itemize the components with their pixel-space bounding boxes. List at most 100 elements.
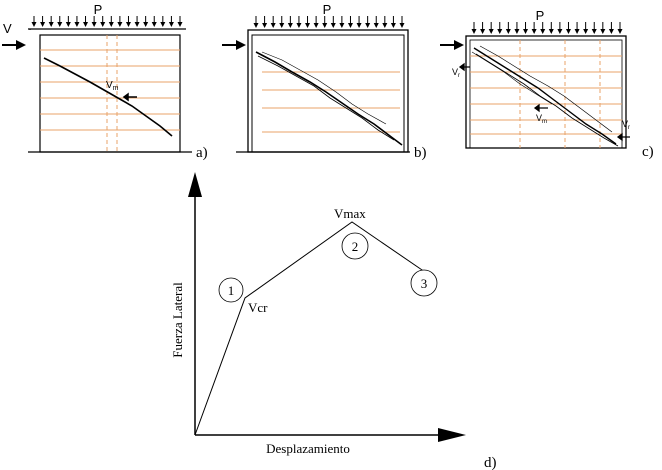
load-arrowhead — [480, 29, 486, 34]
vm-label-c: Vm — [536, 113, 547, 125]
vertical-reinforcement-c — [519, 40, 601, 148]
load-arrowhead — [296, 23, 302, 28]
load-arrowhead — [617, 29, 623, 34]
load-arrowhead — [31, 22, 37, 27]
distributed-load-arrows-b — [253, 16, 405, 28]
panel-label-d: d) — [484, 455, 497, 470]
load-arrowhead — [591, 29, 597, 34]
lateral-load-arrow-a — [2, 40, 26, 50]
vm-arrow-a — [122, 92, 137, 102]
load-arrowhead — [177, 22, 183, 27]
vmax-label: Vmax — [334, 206, 366, 221]
load-arrowhead — [365, 23, 371, 28]
load-arrowhead — [523, 29, 529, 34]
stage-3-marker: 3 — [410, 269, 438, 297]
load-arrowhead — [399, 23, 405, 28]
load-arrowhead — [48, 22, 54, 27]
load-arrowhead — [270, 23, 276, 28]
load-arrowhead — [583, 29, 589, 34]
stage-2-marker: 2 — [341, 232, 369, 260]
load-arrowhead — [330, 23, 336, 28]
load-arrowhead — [382, 23, 388, 28]
load-arrowhead — [540, 29, 546, 34]
load-arrowhead — [347, 23, 353, 28]
load-arrowhead — [305, 23, 311, 28]
load-arrowhead — [279, 23, 285, 28]
load-arrowhead — [125, 22, 131, 27]
stage-1-marker: 1 — [218, 277, 244, 303]
vr-label-right-c: Vr — [622, 119, 630, 131]
load-arrowhead — [548, 29, 554, 34]
load-arrowhead — [74, 22, 80, 27]
load-arrowhead — [339, 23, 345, 28]
load-arrowhead — [151, 22, 157, 27]
load-label-c: P — [536, 8, 545, 23]
load-arrowhead — [65, 22, 71, 27]
x-axis-title: Desplazamiento — [266, 441, 350, 456]
force-displacement-curve — [194, 221, 426, 436]
lateral-load-arrow-c — [440, 40, 464, 50]
load-arrowhead — [100, 22, 106, 27]
load-arrowhead — [168, 22, 174, 27]
y-axis-title: Fuerza Lateral — [170, 282, 185, 358]
load-arrowhead — [565, 29, 571, 34]
frame-outer-c — [465, 35, 627, 149]
stage-2-label: 2 — [352, 239, 359, 254]
distributed-load-arrows-c — [471, 22, 623, 34]
load-label-a: P — [94, 2, 103, 17]
load-arrowhead — [531, 29, 537, 34]
load-arrowhead — [505, 29, 511, 34]
load-arrowhead — [91, 22, 97, 27]
load-arrowhead — [608, 29, 614, 34]
load-arrowhead — [574, 29, 580, 34]
load-arrowhead — [134, 22, 140, 27]
panel-label-a: a) — [196, 145, 208, 161]
load-arrowhead — [600, 29, 606, 34]
load-arrowhead — [373, 23, 379, 28]
horizontal-reinforcement-a — [40, 49, 180, 131]
panel-d-graph: Vcr Vmax 1 2 3 Fuerza Lateral Desplazami… — [170, 172, 497, 470]
load-arrowhead — [322, 23, 328, 28]
load-arrowhead — [287, 23, 293, 28]
load-arrowhead — [40, 22, 46, 27]
stage-3-label: 3 — [421, 276, 428, 291]
vm-arrow-c — [533, 103, 548, 113]
load-arrowhead — [497, 29, 503, 34]
vr-label-left-c: Vr — [452, 67, 460, 79]
load-arrowhead — [143, 22, 149, 27]
load-arrowhead — [390, 23, 396, 28]
load-arrowhead — [471, 29, 477, 34]
stage-1-label: 1 — [228, 283, 235, 298]
load-arrowhead — [488, 29, 494, 34]
vertical-reinforcement-a — [106, 35, 118, 152]
vm-label-a: Vm — [106, 80, 119, 92]
load-arrowhead — [356, 23, 362, 28]
load-arrowhead — [57, 22, 63, 27]
load-label-b: P — [323, 2, 332, 17]
vcr-label: Vcr — [248, 300, 268, 315]
diagonal-cracks-c — [471, 45, 619, 147]
horizontal-reinforcement-b — [262, 71, 400, 133]
x-axis-arrowhead — [438, 428, 466, 442]
diagonal-crack-a — [43, 57, 173, 137]
panel-b: P b) — [222, 2, 427, 161]
vr-arrow-right-c — [616, 132, 630, 142]
panel-label-b: b) — [414, 145, 427, 161]
load-arrowhead — [262, 23, 268, 28]
load-arrowhead — [514, 29, 520, 34]
load-arrowhead — [557, 29, 563, 34]
vr-arrow-left-c — [458, 62, 470, 72]
load-arrowhead — [160, 22, 166, 27]
diagonal-cracks-b — [255, 51, 403, 146]
distributed-load-arrows-a — [31, 16, 183, 27]
panel-label-c: c) — [642, 144, 654, 160]
panel-a: P V Vm a) — [2, 2, 208, 161]
load-arrowhead — [108, 22, 114, 27]
shear-label-a: V — [3, 21, 12, 36]
panel-c: P Vr Vm Vr c) — [440, 8, 654, 160]
load-arrowhead — [117, 22, 123, 27]
load-arrowhead — [313, 23, 319, 28]
y-axis-arrowhead — [188, 172, 202, 197]
